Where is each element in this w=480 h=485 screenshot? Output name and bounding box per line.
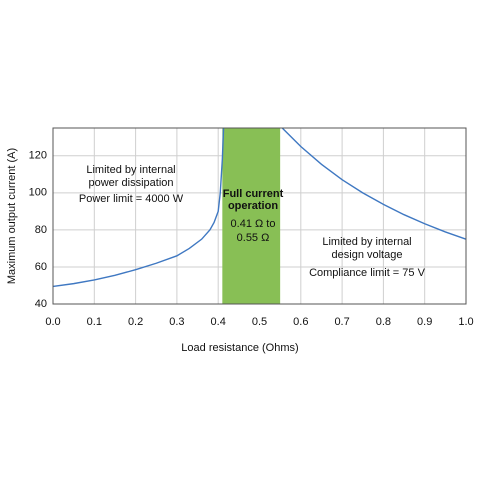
annotation: Limited by internal — [86, 164, 175, 176]
annotation: Power limit = 4000 W — [79, 193, 184, 205]
x-tick-label: 0.7 — [334, 316, 349, 328]
y-tick-label: 80 — [35, 224, 47, 236]
x-tick-label: 0.0 — [45, 316, 60, 328]
y-tick-label: 40 — [35, 298, 47, 310]
annotation: power dissipation — [89, 177, 174, 189]
x-tick-label: 1.0 — [458, 316, 473, 328]
x-tick-label: 0.5 — [252, 316, 267, 328]
x-tick-label: 0.3 — [169, 316, 184, 328]
y-axis-label: Maximum output current (A) — [6, 148, 18, 284]
annotation: Limited by internal — [322, 236, 411, 248]
annotation: 0.55 Ω — [237, 232, 270, 244]
annotation: Full current — [223, 188, 284, 200]
x-axis-label: Load resistance (Ohms) — [181, 342, 298, 354]
annotation: operation — [228, 200, 278, 212]
annotation: Compliance limit = 75 V — [309, 267, 426, 279]
line — [52, 127, 467, 288]
annotation: 0.41 Ω to — [231, 218, 276, 230]
shaded-region — [222, 128, 281, 304]
x-tick-label: 0.6 — [293, 316, 308, 328]
x-tick-label: 0.1 — [87, 316, 102, 328]
x-tick-label: 0.8 — [376, 316, 391, 328]
x-tick-label: 0.9 — [417, 316, 432, 328]
plot-border — [52, 127, 467, 305]
annotation: design voltage — [332, 249, 403, 261]
x-tick-label: 0.2 — [128, 316, 143, 328]
y-tick-label: 120 — [29, 150, 47, 162]
x-tick-label: 0.4 — [211, 316, 226, 328]
y-tick-label: 100 — [29, 187, 47, 199]
y-tick-label: 60 — [35, 261, 47, 273]
